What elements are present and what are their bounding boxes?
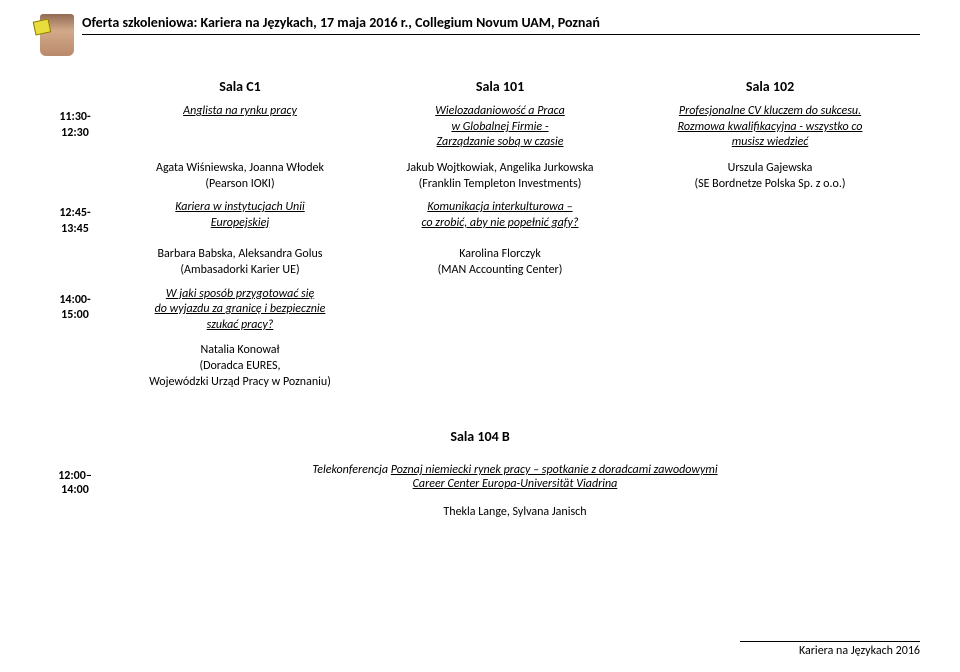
session-body: Telekonferencja Poznaj niemiecki rynek p…	[110, 463, 920, 519]
time-slot: 11:30- 12:30	[40, 100, 110, 155]
session-speakers: Jakub Wojtkowiak, Angelika Jurkowska (Fr…	[370, 155, 630, 196]
empty	[370, 283, 630, 338]
header-row: Oferta szkoleniowa: Kariera na Językach,…	[40, 14, 920, 56]
time-slot: 14:00- 15:00	[40, 283, 110, 338]
session-speakers: Agata Wiśniewska, Joanna Włodek (Pearson…	[110, 155, 370, 196]
session-title: Anglista na rynku pracy	[110, 100, 370, 155]
room-104b-row: 12:00– 14:00 Telekonferencja Poznaj niem…	[40, 463, 920, 519]
session-speakers: Thekla Lange, Sylvana Janisch	[110, 505, 920, 519]
session-title: Telekonferencja Poznaj niemiecki rynek p…	[110, 463, 920, 491]
empty	[40, 241, 110, 282]
room-102-header: Sala 102	[630, 74, 910, 100]
session-title: Kariera w instytucjach Unii Europejskiej	[110, 196, 370, 241]
avatar	[40, 14, 74, 56]
empty	[630, 241, 910, 282]
session-speakers: Karolina Florczyk (MAN Accounting Center…	[370, 241, 630, 282]
session-speakers: Urszula Gajewska (SE Bordnetze Polska Sp…	[630, 155, 910, 196]
empty	[630, 196, 910, 241]
room-104b-header: Sala 104 B	[40, 428, 920, 445]
session-title: Wielozadaniowość a Praca w Globalnej Fir…	[370, 100, 630, 155]
teleconf-line1: Poznaj niemiecki rynek pracy – spotkanie…	[391, 463, 718, 477]
session-speakers: Barbara Babska, Aleksandra Golus (Ambasa…	[110, 241, 370, 282]
teleconf-line2: Career Center Europa-Universität Viadrin…	[413, 477, 618, 491]
empty	[40, 337, 110, 394]
empty-corner	[40, 74, 110, 100]
page-title: Oferta szkoleniowa: Kariera na Językach,…	[82, 14, 920, 35]
time-slot: 12:45- 13:45	[40, 196, 110, 241]
empty	[40, 155, 110, 196]
empty	[630, 337, 910, 394]
time-slot: 12:00– 14:00	[40, 463, 110, 497]
room-c1-header: Sala C1	[110, 74, 370, 100]
room-104b-block: Sala 104 B 12:00– 14:00 Telekonferencja …	[40, 428, 920, 519]
empty	[630, 283, 910, 338]
schedule-grid: Sala C1 Sala 101 Sala 102 11:30- 12:30 A…	[40, 74, 920, 394]
session-title: Komunikacja interkulturowa – co zrobić, …	[370, 196, 630, 241]
teleconf-prefix: Telekonferencja	[312, 463, 390, 477]
session-title: W jaki sposób przygotować się do wyjazdu…	[110, 283, 370, 338]
session-title: Profesjonalne CV kluczem do sukcesu. Roz…	[630, 100, 910, 155]
page: Oferta szkoleniowa: Kariera na Językach,…	[0, 0, 960, 529]
room-101-header: Sala 101	[370, 74, 630, 100]
footer: Kariera na Językach 2016	[740, 641, 920, 658]
session-speakers: Natalia Konował (Doradca EURES, Wojewódz…	[110, 337, 370, 394]
empty	[370, 337, 630, 394]
